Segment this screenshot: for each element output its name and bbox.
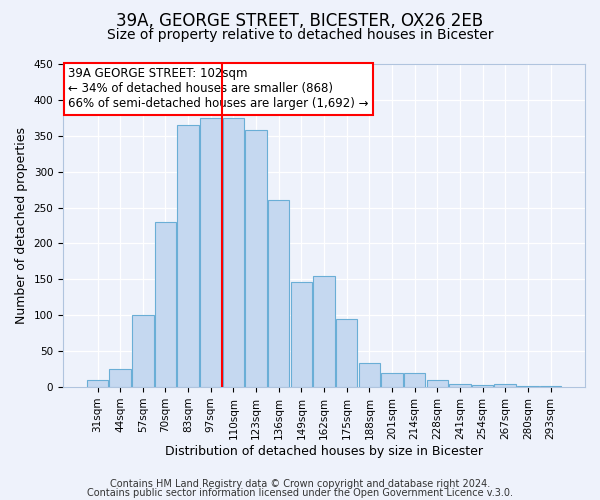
- Bar: [178, 125, 199, 387]
- Bar: [540, 386, 561, 387]
- Text: 39A GEORGE STREET: 102sqm
← 34% of detached houses are smaller (868)
66% of semi: 39A GEORGE STREET: 102sqm ← 34% of detac…: [68, 67, 369, 110]
- Bar: [472, 385, 493, 387]
- Bar: [449, 384, 470, 387]
- Bar: [290, 282, 312, 387]
- Bar: [87, 380, 108, 387]
- X-axis label: Distribution of detached houses by size in Bicester: Distribution of detached houses by size …: [165, 444, 483, 458]
- Bar: [245, 130, 267, 387]
- Bar: [268, 200, 289, 387]
- Text: Contains public sector information licensed under the Open Government Licence v.: Contains public sector information licen…: [87, 488, 513, 498]
- Text: Size of property relative to detached houses in Bicester: Size of property relative to detached ho…: [107, 28, 493, 42]
- Bar: [223, 118, 244, 387]
- Bar: [404, 372, 425, 387]
- Bar: [155, 222, 176, 387]
- Bar: [427, 380, 448, 387]
- Bar: [517, 386, 539, 387]
- Text: Contains HM Land Registry data © Crown copyright and database right 2024.: Contains HM Land Registry data © Crown c…: [110, 479, 490, 489]
- Bar: [381, 372, 403, 387]
- Bar: [359, 364, 380, 387]
- Bar: [109, 369, 131, 387]
- Bar: [494, 384, 516, 387]
- Bar: [200, 118, 221, 387]
- Text: 39A, GEORGE STREET, BICESTER, OX26 2EB: 39A, GEORGE STREET, BICESTER, OX26 2EB: [116, 12, 484, 30]
- Bar: [132, 316, 154, 387]
- Y-axis label: Number of detached properties: Number of detached properties: [15, 127, 28, 324]
- Bar: [313, 276, 335, 387]
- Bar: [336, 319, 358, 387]
